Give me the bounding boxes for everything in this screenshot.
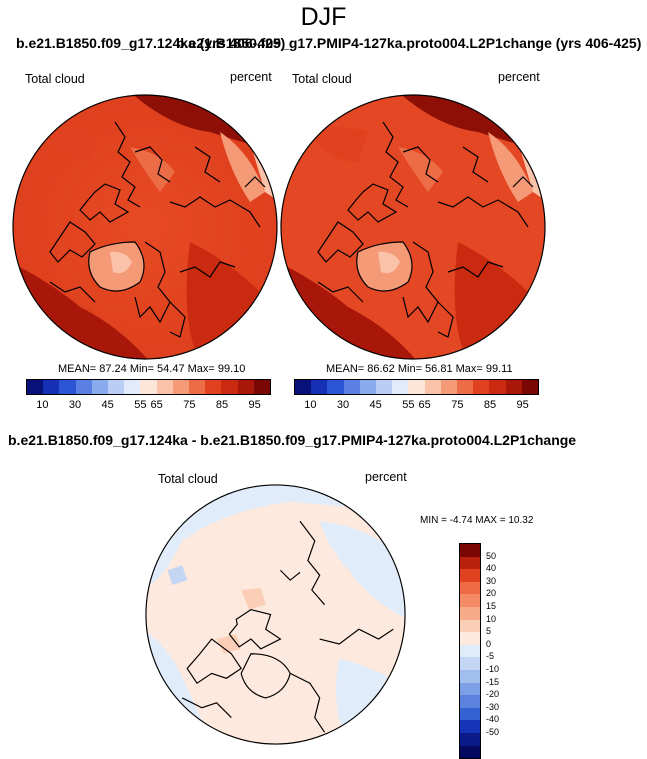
colorbar-swatch <box>460 644 480 658</box>
colorbar-tick-label: 0 <box>486 638 492 649</box>
colorbar-tick-label: 15 <box>486 601 497 611</box>
colorbar-swatch <box>521 380 539 394</box>
colorbar-swatch <box>189 380 206 394</box>
colorbar-swatch <box>440 380 458 394</box>
colorbar-tick-label: 75 <box>451 399 464 411</box>
colorbar-tick-label: -30 <box>486 701 500 712</box>
colorbar-tick-label: 85 <box>483 399 497 411</box>
diff-minmax: MIN = -4.74 MAX = 10.32 <box>420 515 534 526</box>
colorbar-swatch <box>27 380 44 394</box>
colorbar-tick-label: 95 <box>516 399 529 411</box>
colorbar-tick-label: -5 <box>486 651 495 662</box>
panel1-stats: MEAN= 87.24 Min= 54.47 Max= 99.10 <box>58 363 246 375</box>
colorbar-tick-label: 65 <box>418 399 431 411</box>
colorbar-swatch <box>327 380 344 394</box>
colorbar-swatch <box>460 581 480 595</box>
colorbar-1 <box>26 379 271 395</box>
panel2-stats: MEAN= 86.62 Min= 56.81 Max= 99.11 <box>326 363 513 375</box>
colorbar-tick-label: 50 <box>486 550 497 561</box>
colorbar-swatch <box>205 380 222 394</box>
colorbar-swatch <box>460 619 480 633</box>
diff-variable-label: Total cloud <box>158 472 218 486</box>
colorbar-swatch <box>460 732 480 746</box>
colorbar-swatch <box>253 380 271 394</box>
colorbar-diff-ticks: 50 40 30 20 15 10 5 0 -5 -10 -15 -20 -30 -40 -50 <box>486 543 526 758</box>
colorbar-swatch <box>156 380 173 394</box>
colorbar-tick-label: 55 <box>134 399 147 411</box>
colorbar-1-ticks: 10 30 45 55 65 75 85 95 <box>26 399 271 413</box>
colorbar-swatch <box>460 594 480 607</box>
diff-units-label: percent <box>365 470 407 484</box>
colorbar-swatch <box>59 380 76 394</box>
colorbar-tick-label: 75 <box>183 399 196 411</box>
colorbar-swatch <box>460 682 480 696</box>
colorbar-tick-label: 85 <box>215 399 229 411</box>
colorbar-swatch <box>43 380 60 394</box>
colorbar-tick-label: 30 <box>486 575 497 586</box>
colorbar-swatch <box>460 657 480 670</box>
colorbar-swatch <box>359 380 377 394</box>
colorbar-tick-label: -15 <box>486 676 500 687</box>
colorbar-swatch <box>392 380 409 394</box>
colorbar-tick-label: 40 <box>486 563 497 574</box>
colorbar-tick-label: -20 <box>486 689 500 700</box>
polar-map-2 <box>280 94 546 360</box>
colorbar-swatch <box>424 380 441 394</box>
colorbar-swatch <box>460 632 480 645</box>
colorbar-swatch <box>108 380 125 394</box>
colorbar-tick-label: 20 <box>486 588 497 599</box>
colorbar-swatch <box>473 380 490 394</box>
colorbar-tick-label: -40 <box>486 714 500 725</box>
polar-map-1 <box>12 94 278 360</box>
panel1-run-title: b.e21.B1850.f09_g17.124ka (yrs 406-425) <box>16 35 286 51</box>
colorbar-swatch <box>376 380 393 394</box>
colorbar-tick-label: 65 <box>150 399 163 411</box>
colorbar-swatch <box>460 707 480 721</box>
colorbar-tick-label: -10 <box>486 664 500 674</box>
colorbar-swatch <box>460 556 480 570</box>
panel2-run-title: b.e21.B1850.f09_g17.PMIP4-127ka.proto004… <box>176 35 642 51</box>
colorbar-swatch <box>221 380 238 394</box>
colorbar-tick-label: 45 <box>101 399 114 411</box>
colorbar-swatch <box>460 695 480 708</box>
colorbar-swatch <box>408 380 425 394</box>
diff-title: b.e21.B1850.f09_g17.124ka - b.e21.B1850.… <box>8 432 577 448</box>
colorbar-swatch <box>237 380 254 394</box>
colorbar-2-ticks: 10 30 45 55 65 75 85 95 <box>294 399 539 413</box>
colorbar-swatch <box>489 380 506 394</box>
colorbar-tick-label: 5 <box>486 626 492 637</box>
colorbar-tick-label: -50 <box>486 727 500 737</box>
colorbar-swatch <box>457 380 474 394</box>
colorbar-tick-label: 45 <box>369 399 382 411</box>
colorbar-tick-label: 30 <box>336 399 350 411</box>
colorbar-tick-label: 55 <box>402 399 415 411</box>
colorbar-tick-label: 30 <box>68 399 82 411</box>
colorbar-tick-label: 10 <box>304 399 317 411</box>
colorbar-swatch <box>75 380 92 394</box>
colorbar-swatch <box>140 380 157 394</box>
colorbar-swatch <box>460 720 480 733</box>
panel2-variable-label: Total cloud <box>292 72 352 86</box>
colorbar-tick-label: 95 <box>248 399 261 411</box>
colorbar-swatch <box>460 544 480 557</box>
panel1-variable-label: Total cloud <box>25 72 85 86</box>
colorbar-swatch <box>460 569 480 582</box>
colorbar-swatch <box>343 380 360 394</box>
figure-title: DJF <box>300 3 347 31</box>
colorbar-2 <box>294 379 539 395</box>
colorbar-diff <box>459 543 481 759</box>
colorbar-swatch <box>295 380 312 394</box>
colorbar-tick-label: 10 <box>486 613 497 624</box>
colorbar-swatch <box>91 380 109 394</box>
colorbar-swatch <box>460 606 480 620</box>
colorbar-swatch <box>505 380 522 394</box>
panel1-units-label: percent <box>230 70 272 84</box>
panel2-units-label: percent <box>498 70 540 84</box>
colorbar-swatch <box>124 380 141 394</box>
colorbar-tick-label: 10 <box>36 399 49 411</box>
colorbar-swatch <box>172 380 190 394</box>
polar-map-diff <box>145 484 406 745</box>
colorbar-swatch <box>311 380 328 394</box>
colorbar-swatch <box>460 669 480 683</box>
